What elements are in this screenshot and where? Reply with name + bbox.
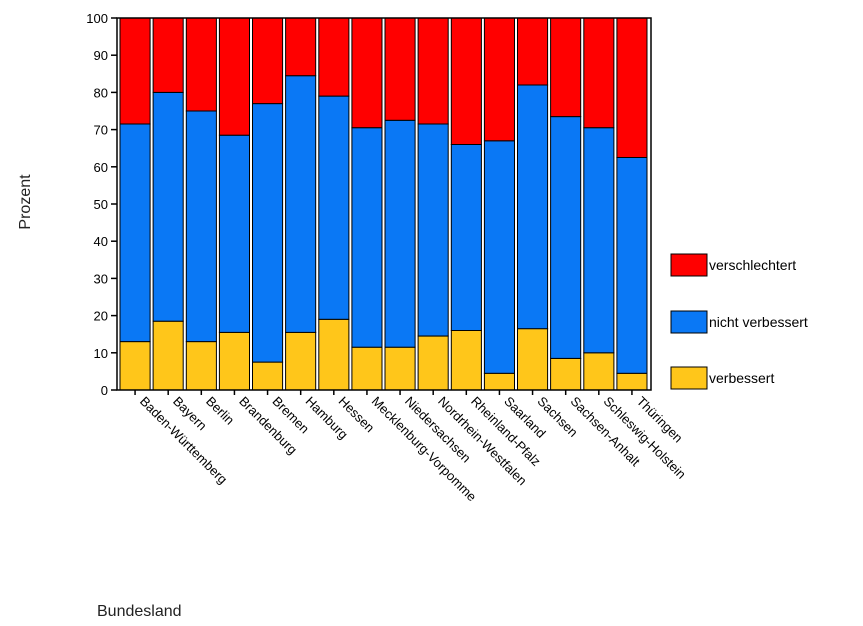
bar-segment [417, 335, 449, 391]
bar-segment [616, 157, 648, 374]
bar-segment [384, 346, 416, 391]
bar-segment [119, 123, 151, 343]
bar-segment [483, 372, 515, 391]
bar-segment [483, 17, 515, 142]
bar-segment [218, 331, 250, 391]
y-tick-label: 80 [94, 85, 108, 100]
bar-segment [119, 17, 151, 125]
bar-segment [152, 17, 184, 93]
y-tick-label: 50 [94, 197, 108, 212]
bar-segment [517, 328, 549, 391]
y-tick-label: 20 [94, 309, 108, 324]
bar-segment [318, 318, 350, 391]
bar-segment [185, 17, 217, 112]
bar-segment [550, 116, 582, 359]
legend-label: nicht verbessert [709, 314, 808, 330]
bar-segment [450, 330, 482, 391]
bar-segment [152, 91, 184, 322]
bar-segment [185, 110, 217, 343]
bar-segment [583, 127, 615, 354]
bar-segment [417, 123, 449, 337]
bar-segment [384, 119, 416, 348]
bar-segment [218, 17, 250, 136]
y-tick-label: 30 [94, 271, 108, 286]
bar-segment [285, 331, 317, 391]
bar-segment [483, 140, 515, 374]
bar-segment [517, 84, 549, 330]
y-axis-label: Prozent [17, 174, 34, 230]
bar-segment [318, 95, 350, 320]
y-tick-label: 90 [94, 48, 108, 63]
bar-segment [616, 372, 648, 391]
bar-segment [285, 17, 317, 77]
bar-segment [417, 17, 449, 125]
bar-segment [318, 17, 350, 97]
bar-segment [450, 17, 482, 145]
legend-swatch [670, 253, 708, 277]
y-tick-label: 40 [94, 234, 108, 249]
y-tick-label: 10 [94, 346, 108, 361]
bar-segment [285, 75, 317, 333]
legend-label: verschlechtert [709, 257, 796, 273]
axes-group [111, 17, 652, 395]
legend-label: verbessert [709, 370, 774, 386]
legend: verschlechtert nicht verbessert verbessert [670, 253, 808, 390]
bar-segment [185, 341, 217, 391]
x-axis-label: Bundesland [97, 603, 182, 620]
bar-segment [517, 17, 549, 86]
y-tick-label: 100 [86, 11, 108, 26]
y-tick-labels: 0 10 20 30 40 50 60 70 80 90 100 [86, 11, 108, 398]
y-tick-label: 70 [94, 123, 108, 138]
bar-segment [616, 17, 648, 158]
bar-segment [218, 134, 250, 333]
bar-segment [152, 320, 184, 391]
bar-segment [351, 346, 383, 391]
y-tick-label: 60 [94, 160, 108, 175]
bar-segment [550, 17, 582, 118]
bar-segment [550, 357, 582, 391]
y-tick-label: 0 [101, 383, 108, 398]
bar-segment [384, 17, 416, 121]
bar-segment [252, 103, 284, 363]
legend-swatch [670, 310, 708, 334]
bar-segment [119, 341, 151, 391]
legend-swatch [670, 366, 708, 390]
bar-segment [252, 361, 284, 391]
bars-group [119, 17, 648, 391]
bar-segment [351, 127, 383, 348]
bar-segment [252, 17, 284, 105]
bar-segment [351, 17, 383, 129]
bar-segment [583, 17, 615, 129]
bar-segment [583, 352, 615, 391]
bar-segment [450, 144, 482, 331]
